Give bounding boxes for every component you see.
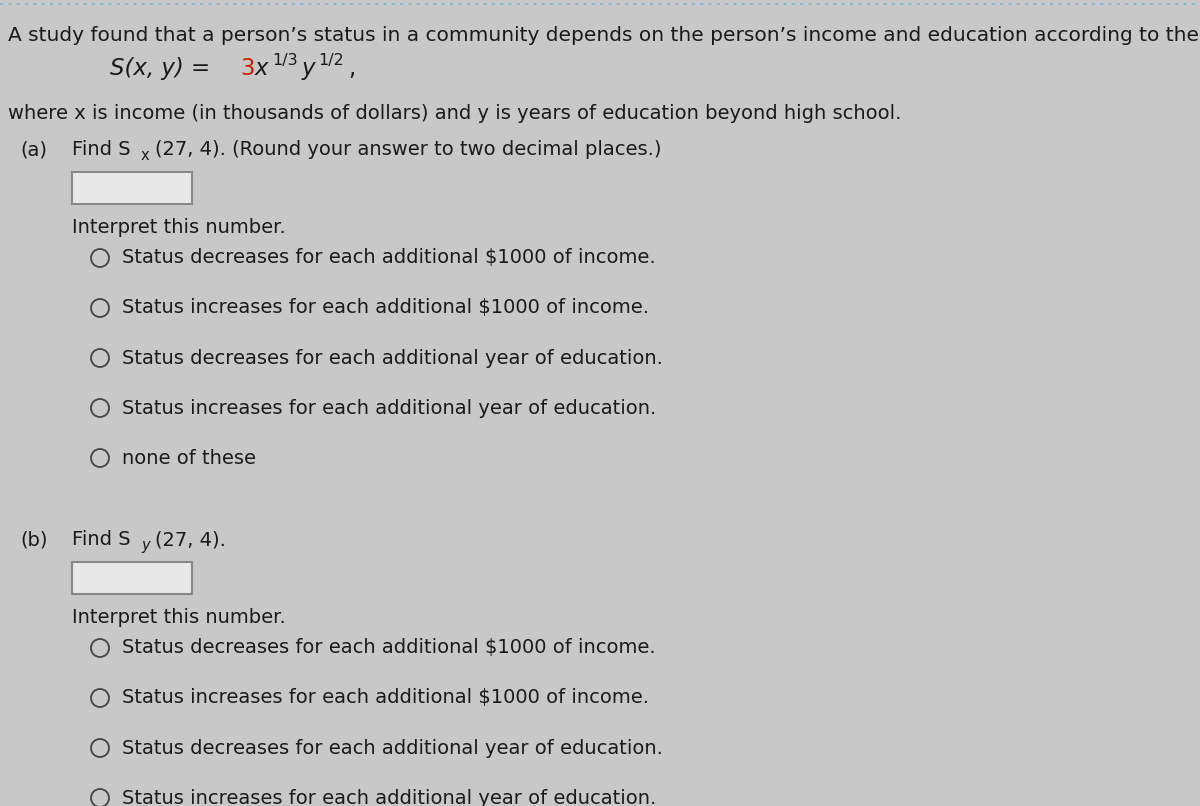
FancyBboxPatch shape xyxy=(72,172,192,204)
Text: (b): (b) xyxy=(20,530,48,549)
Text: (27, 4).: (27, 4). xyxy=(155,530,226,549)
Text: 3: 3 xyxy=(240,57,254,80)
Text: Status decreases for each additional $1000 of income.: Status decreases for each additional $10… xyxy=(122,248,655,268)
Text: x: x xyxy=(256,57,269,80)
Text: 1/2: 1/2 xyxy=(318,53,343,68)
Text: Status increases for each additional year of education.: Status increases for each additional yea… xyxy=(122,398,656,418)
Text: Status increases for each additional year of education.: Status increases for each additional yea… xyxy=(122,788,656,806)
Text: where x is income (in thousands of dollars) and y is years of education beyond h: where x is income (in thousands of dolla… xyxy=(8,104,901,123)
Text: y: y xyxy=(302,57,316,80)
Text: Find S: Find S xyxy=(72,140,131,159)
Text: Interpret this number.: Interpret this number. xyxy=(72,608,286,627)
Text: Status increases for each additional $1000 of income.: Status increases for each additional $10… xyxy=(122,298,649,318)
FancyBboxPatch shape xyxy=(72,562,192,594)
Text: (a): (a) xyxy=(20,140,47,159)
Text: ,: , xyxy=(348,57,355,80)
Text: S(x, y) =: S(x, y) = xyxy=(110,57,217,80)
Text: Find S: Find S xyxy=(72,530,131,549)
Text: none of these: none of these xyxy=(122,448,256,467)
Text: x: x xyxy=(142,148,150,163)
Text: Status decreases for each additional year of education.: Status decreases for each additional yea… xyxy=(122,348,662,368)
Text: y: y xyxy=(142,538,150,553)
Text: (27, 4). (Round your answer to two decimal places.): (27, 4). (Round your answer to two decim… xyxy=(155,140,661,159)
Text: Status increases for each additional $1000 of income.: Status increases for each additional $10… xyxy=(122,688,649,708)
Text: Status decreases for each additional year of education.: Status decreases for each additional yea… xyxy=(122,738,662,758)
Text: 1/3: 1/3 xyxy=(272,53,298,68)
Text: A study found that a person’s status in a community depends on the person’s inco: A study found that a person’s status in … xyxy=(8,26,1200,45)
Text: Interpret this number.: Interpret this number. xyxy=(72,218,286,237)
Text: Status decreases for each additional $1000 of income.: Status decreases for each additional $10… xyxy=(122,638,655,658)
